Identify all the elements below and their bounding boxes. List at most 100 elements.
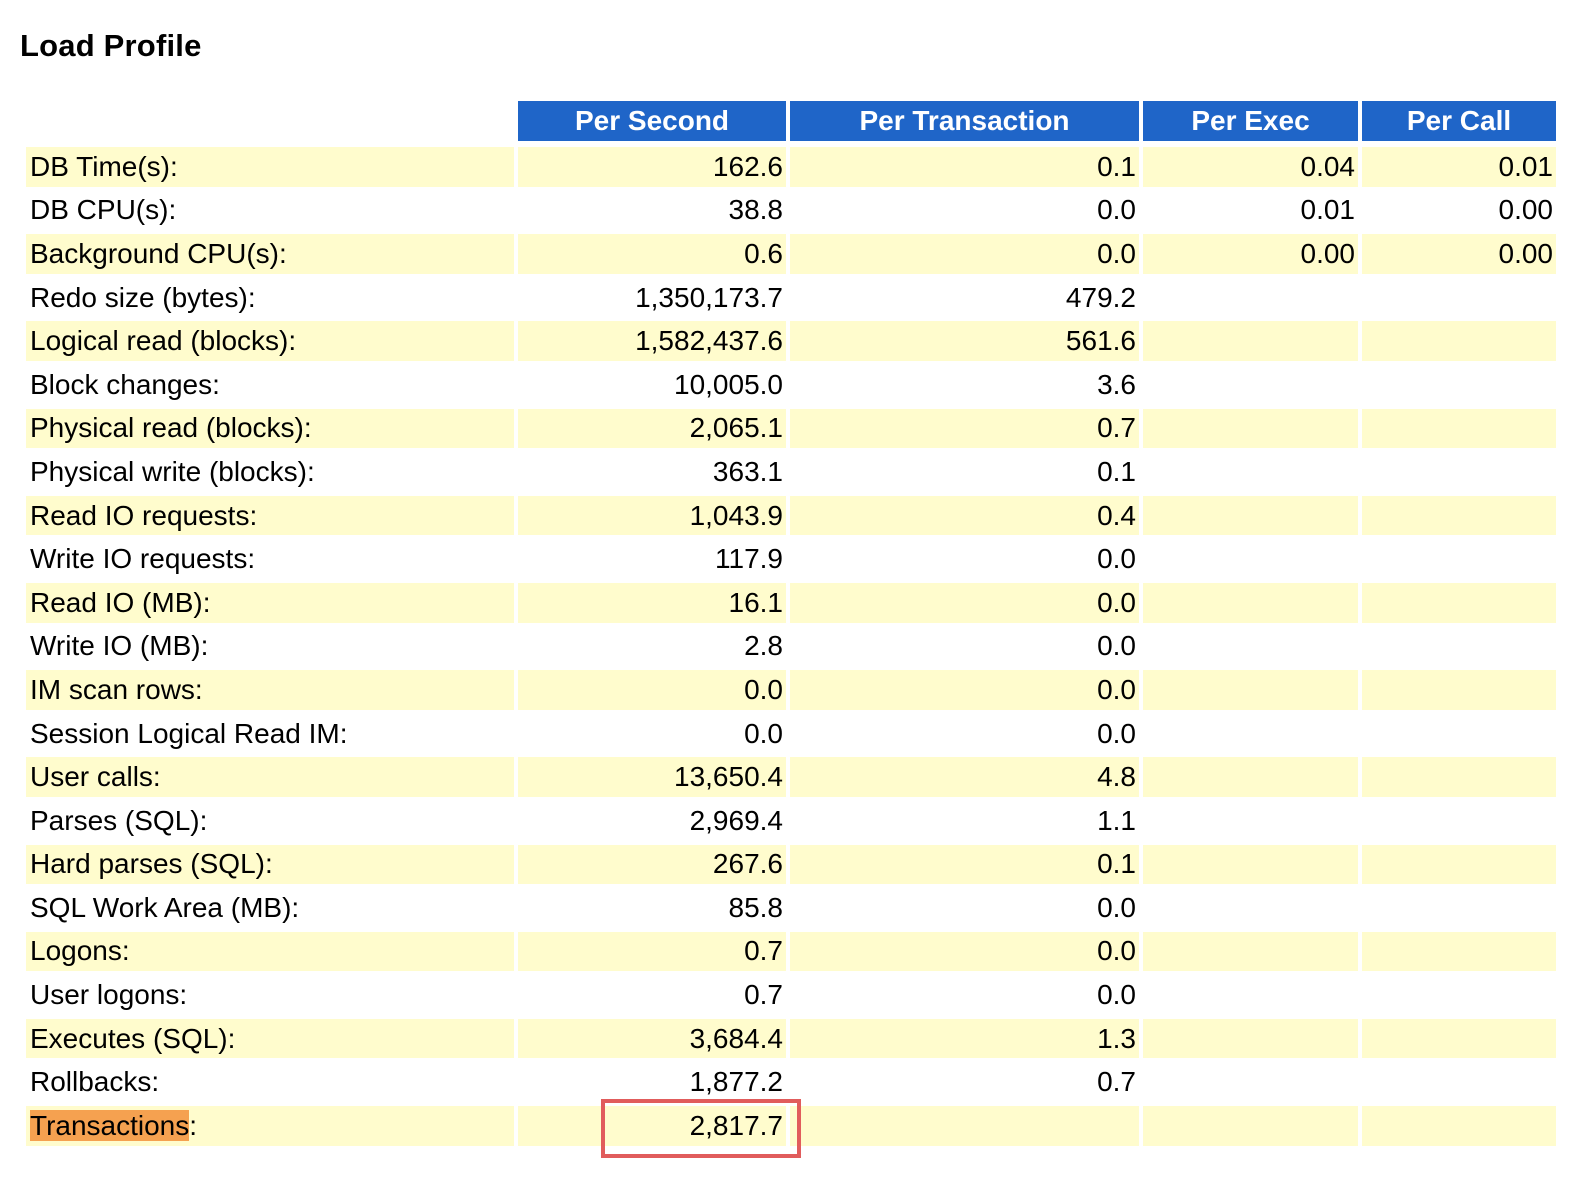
row-label: Physical read (blocks): — [26, 406, 514, 451]
cell-per-call: 0.00 — [1362, 188, 1556, 233]
table-row: Executes (SQL): 3,684.4 1.3 — [26, 1016, 1556, 1061]
cell-per-call — [1362, 929, 1556, 974]
cell-per-transaction: 561.6 — [790, 319, 1139, 363]
highlighted-label: Transactions — [30, 1109, 190, 1141]
table-row: Physical read (blocks): 2,065.1 0.7 — [26, 406, 1556, 451]
cell-per-second: 85.8 — [518, 886, 786, 930]
cell-per-exec — [1143, 1016, 1358, 1061]
row-label: Logons: — [26, 929, 514, 974]
cell-per-second: 0.7 — [518, 929, 786, 974]
cell-per-second: 2,969.4 — [518, 798, 786, 843]
cell-per-exec: 0.00 — [1143, 232, 1358, 276]
cell-per-exec — [1143, 929, 1358, 974]
cell-per-exec — [1143, 798, 1358, 843]
row-label: Logical read (blocks): — [26, 319, 514, 363]
row-label: Hard parses (SQL): — [26, 842, 514, 887]
table-row: Rollbacks: 1,877.2 0.7 — [26, 1060, 1556, 1105]
cell-per-second: 0.0 — [518, 711, 786, 756]
cell-per-transaction: 0.0 — [790, 929, 1139, 974]
row-label: Write IO requests: — [26, 537, 514, 581]
cell-per-exec — [1143, 406, 1358, 451]
cell-per-second: 1,582,437.6 — [518, 319, 786, 363]
cell-per-transaction: 0.1 — [790, 450, 1139, 494]
row-label: Read IO requests: — [26, 493, 514, 538]
cell-per-transaction: 0.7 — [790, 1060, 1139, 1105]
cell-per-call: 0.00 — [1362, 232, 1556, 276]
cell-per-call — [1362, 711, 1556, 756]
row-label: Block changes: — [26, 362, 514, 407]
header-blank — [26, 101, 514, 145]
cell-per-second: 363.1 — [518, 450, 786, 494]
cell-per-second: 10,005.0 — [518, 362, 786, 407]
table-header-row: Per Second Per Transaction Per Exec Per … — [26, 101, 1556, 145]
cell-per-exec — [1143, 842, 1358, 887]
table-row: User calls: 13,650.4 4.8 — [26, 755, 1556, 799]
row-label: Write IO (MB): — [26, 624, 514, 669]
row-label: Redo size (bytes): — [26, 275, 514, 320]
table-row: Logons: 0.7 0.0 — [26, 929, 1556, 974]
cell-per-exec — [1143, 973, 1358, 1017]
cell-per-call — [1362, 493, 1556, 538]
table-row: IM scan rows: 0.0 0.0 — [26, 668, 1556, 712]
row-label: Physical write (blocks): — [26, 450, 514, 494]
cell-per-transaction: 0.0 — [790, 886, 1139, 930]
table-row: Write IO (MB): 2.8 0.0 — [26, 624, 1556, 669]
cell-per-call — [1362, 1016, 1556, 1061]
cell-per-transaction: 0.0 — [790, 668, 1139, 712]
cell-per-exec — [1143, 362, 1358, 407]
row-label: Executes (SQL): — [26, 1016, 514, 1061]
cell-per-second: 13,650.4 — [518, 755, 786, 799]
cell-per-call — [1362, 406, 1556, 451]
table-row: Hard parses (SQL): 267.6 0.1 — [26, 842, 1556, 887]
cell-per-call — [1362, 275, 1556, 320]
cell-per-exec — [1143, 493, 1358, 538]
row-label: Transactions: — [26, 1104, 514, 1148]
cell-per-exec — [1143, 886, 1358, 930]
cell-per-exec — [1143, 450, 1358, 494]
cell-per-transaction: 479.2 — [790, 275, 1139, 320]
row-label: IM scan rows: — [26, 668, 514, 712]
cell-per-transaction: 1.3 — [790, 1016, 1139, 1061]
cell-per-call — [1362, 450, 1556, 494]
cell-per-second: 2.8 — [518, 624, 786, 669]
cell-per-exec — [1143, 319, 1358, 363]
row-label: Read IO (MB): — [26, 580, 514, 625]
header-per-exec: Per Exec — [1143, 101, 1358, 145]
cell-per-exec — [1143, 755, 1358, 799]
row-label: DB Time(s): — [26, 145, 514, 189]
cell-per-call — [1362, 755, 1556, 799]
cell-per-call — [1362, 537, 1556, 581]
label-suffix: : — [189, 1109, 198, 1141]
cell-per-exec — [1143, 275, 1358, 320]
cell-per-exec — [1143, 580, 1358, 625]
header-per-transaction: Per Transaction — [790, 101, 1139, 145]
cell-per-call — [1362, 1060, 1556, 1105]
row-label: User calls: — [26, 755, 514, 799]
cell-per-transaction: 1.1 — [790, 798, 1139, 843]
cell-per-second: 2,817.7 — [518, 1104, 786, 1148]
table-row: Block changes: 10,005.0 3.6 — [26, 362, 1556, 407]
cell-per-transaction: 0.4 — [790, 493, 1139, 538]
table-row: Background CPU(s): 0.6 0.0 0.00 0.00 — [26, 232, 1556, 276]
cell-per-transaction: 0.0 — [790, 973, 1139, 1017]
table-row-transactions: Transactions: 2,817.7 — [26, 1104, 1556, 1148]
cell-per-second: 117.9 — [518, 537, 786, 581]
table-row: DB Time(s): 162.6 0.1 0.04 0.01 — [26, 145, 1556, 189]
table-row: Read IO (MB): 16.1 0.0 — [26, 580, 1556, 625]
cell-per-transaction: 0.0 — [790, 580, 1139, 625]
table-row: Logical read (blocks): 1,582,437.6 561.6 — [26, 319, 1556, 363]
cell-per-exec — [1143, 1060, 1358, 1105]
cell-per-call — [1362, 580, 1556, 625]
cell-per-call — [1362, 624, 1556, 669]
row-label: DB CPU(s): — [26, 188, 514, 233]
cell-per-second: 1,043.9 — [518, 493, 786, 538]
table-row: Parses (SQL): 2,969.4 1.1 — [26, 798, 1556, 843]
cell-per-call: 0.01 — [1362, 145, 1556, 189]
cell-per-exec — [1143, 537, 1358, 581]
row-label: Rollbacks: — [26, 1060, 514, 1105]
cell-per-exec — [1143, 624, 1358, 669]
cell-per-transaction: 0.0 — [790, 711, 1139, 756]
cell-per-transaction — [790, 1104, 1139, 1148]
table-row: User logons: 0.7 0.0 — [26, 973, 1556, 1017]
table-row: DB CPU(s): 38.8 0.0 0.01 0.00 — [26, 188, 1556, 233]
